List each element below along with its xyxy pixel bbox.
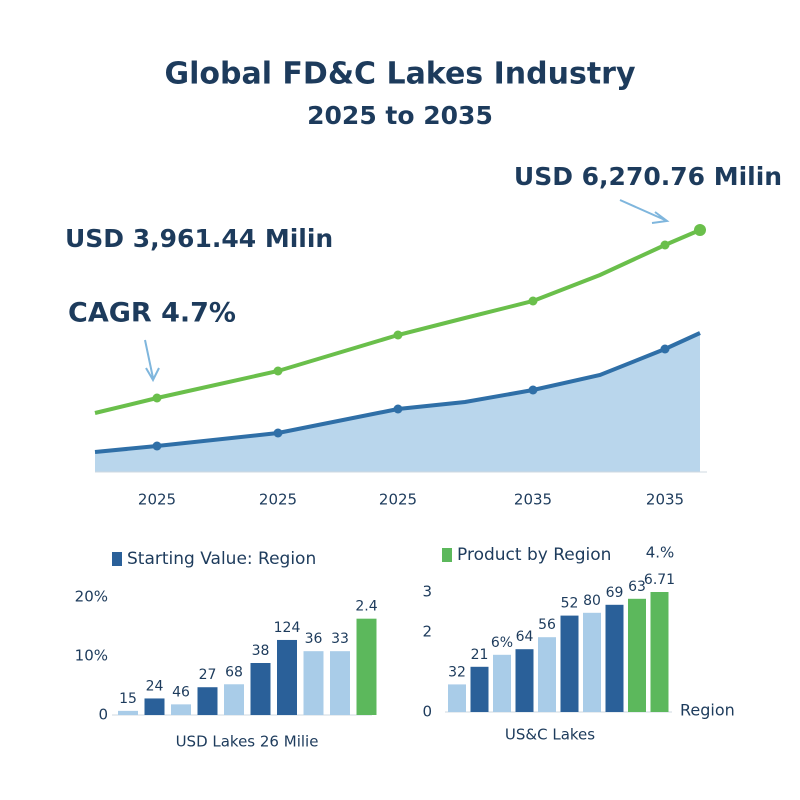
point bbox=[694, 224, 706, 236]
point bbox=[393, 404, 403, 414]
point bbox=[152, 441, 162, 451]
bar bbox=[197, 687, 218, 715]
bar bbox=[650, 592, 669, 712]
arrow bbox=[619, 199, 670, 224]
bar-label: 36 bbox=[305, 631, 323, 647]
bar bbox=[356, 618, 377, 715]
subtitle: 2025 to 2035 bbox=[307, 101, 493, 130]
bar bbox=[448, 684, 466, 712]
bar-label: 2.4 bbox=[355, 599, 377, 615]
point bbox=[660, 344, 670, 354]
annotation: 4.% bbox=[646, 544, 675, 562]
point bbox=[152, 393, 162, 403]
arrow bbox=[144, 339, 160, 383]
bar bbox=[303, 651, 324, 715]
bar-label: 32 bbox=[448, 664, 466, 680]
bar bbox=[538, 637, 556, 712]
bar-label: 124 bbox=[274, 620, 301, 636]
area bbox=[95, 333, 700, 472]
point bbox=[528, 385, 538, 395]
y-tick-label: 10% bbox=[75, 646, 108, 664]
x-tick-label: 2025 bbox=[138, 491, 176, 509]
line bbox=[94, 228, 701, 415]
annotation: CAGR 4.7% bbox=[68, 298, 236, 329]
y-tick-label: 3 bbox=[422, 583, 432, 601]
y-tick-label: 0 bbox=[422, 703, 432, 721]
point bbox=[273, 366, 283, 376]
x-axis-label: USD Lakes 26 Milie bbox=[176, 733, 319, 751]
point bbox=[660, 240, 670, 250]
bar-label: 64 bbox=[516, 629, 534, 645]
point bbox=[273, 428, 283, 438]
bar bbox=[277, 639, 297, 715]
bar-label: 63 bbox=[628, 579, 646, 595]
bar-label: 80 bbox=[583, 593, 601, 609]
y-tick-label: 20% bbox=[75, 587, 108, 605]
bar bbox=[171, 704, 191, 715]
bar bbox=[560, 615, 579, 712]
bar-label: 52 bbox=[561, 596, 579, 612]
bar-label: 68 bbox=[225, 664, 243, 680]
point bbox=[528, 296, 538, 306]
bar-label: 24 bbox=[146, 678, 164, 694]
bar bbox=[493, 654, 511, 712]
bar-label: 56 bbox=[538, 617, 556, 633]
title: Global FD&C Lakes Industry bbox=[164, 57, 635, 92]
bar-label: 38 bbox=[252, 643, 270, 659]
bar bbox=[224, 684, 244, 715]
bar-label: 6% bbox=[491, 635, 513, 651]
bar-label: 27 bbox=[199, 667, 217, 683]
bar bbox=[118, 710, 138, 715]
bar bbox=[605, 604, 624, 712]
legend-swatch bbox=[112, 552, 122, 566]
bar-label: 33 bbox=[331, 631, 349, 647]
line bbox=[94, 331, 701, 454]
annotation: USD 6,270.76 Milin bbox=[514, 162, 782, 191]
bar-label: 15 bbox=[119, 691, 137, 707]
x-tick-label: 2025 bbox=[259, 491, 297, 509]
bar bbox=[583, 612, 601, 712]
x-tick-label: 2035 bbox=[514, 491, 552, 509]
bar bbox=[470, 666, 489, 712]
y-tick-label: 0 bbox=[98, 706, 108, 724]
bar-label: 69 bbox=[606, 585, 624, 601]
bar bbox=[628, 598, 646, 712]
bar bbox=[250, 663, 271, 715]
bar-label: 46 bbox=[172, 684, 190, 700]
x-axis-label: US&C Lakes bbox=[505, 726, 595, 744]
bar bbox=[515, 649, 534, 712]
legend-label: Product by Region bbox=[457, 545, 611, 565]
arrows bbox=[144, 199, 670, 383]
bar-label: 21 bbox=[471, 647, 489, 663]
bar-label: 6.71 bbox=[644, 572, 675, 588]
x-tick-label: 2035 bbox=[646, 491, 684, 509]
annotation: USD 3,961.44 Milin bbox=[65, 224, 333, 253]
legend-swatch bbox=[442, 548, 452, 562]
legend-label: Starting Value: Region bbox=[127, 549, 316, 569]
point bbox=[393, 330, 403, 340]
side-label: Region bbox=[680, 701, 735, 720]
y-tick-label: 2 bbox=[422, 623, 432, 641]
bar bbox=[330, 651, 350, 715]
x-tick-label: 2025 bbox=[379, 491, 417, 509]
bar bbox=[144, 698, 165, 715]
